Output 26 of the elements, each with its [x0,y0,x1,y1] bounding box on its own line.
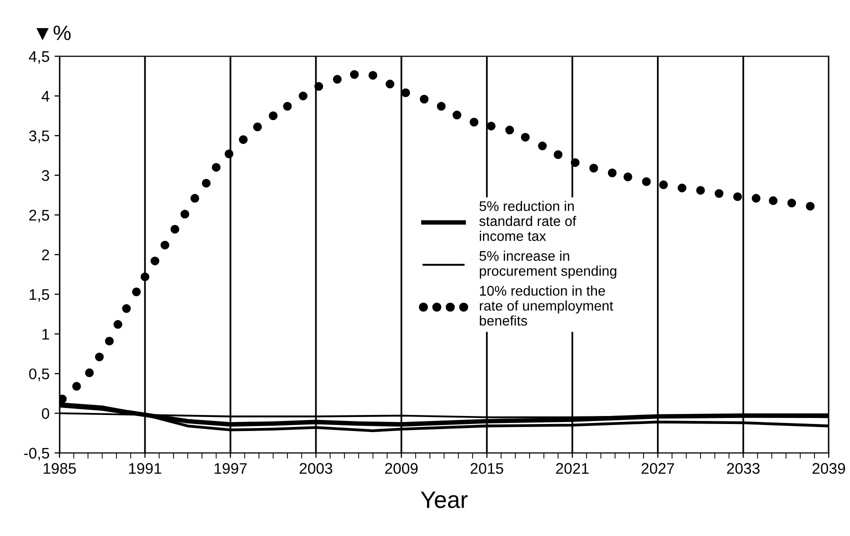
x-tick-label: 2015 [470,463,504,474]
x-tick-label: 2003 [300,463,332,474]
legend-label: 5% reduction in standard rate of income tax [479,200,576,241]
legend-label: 5% increase in procurement spending [480,250,616,279]
y-tick-label: 3 [42,170,50,181]
x-axis-title: Year [420,492,468,508]
y-tick-label: 4,5 [28,51,50,64]
x-tick-label: 1997 [214,463,247,474]
y-tick-label: 2 [42,249,50,260]
x-tick-label: 2039 [812,463,846,474]
y-axis-title: ▼% [36,26,71,40]
x-tick-label: 2027 [642,463,674,474]
x-tick-label: 2021 [556,463,589,474]
y-tick-label: 0 [42,408,50,419]
y-tick-label: 1 [42,328,50,340]
x-tick-label: 1985 [44,463,76,474]
y-tick-label: 3,5 [29,130,50,144]
y-tick-label: -0,5 [24,448,50,460]
x-tick-label: 2033 [727,463,760,474]
y-tick-label: 1,5 [30,289,50,302]
x-tick-label: 1991 [129,463,162,474]
x-tick-label: 2009 [385,463,418,474]
y-tick-label: 2,5 [29,210,50,222]
y-tick-label: 4 [42,90,50,102]
legend-label: 10% reduction in the rate of unemployment benefits [480,286,614,326]
y-tick-label: 0,5 [29,368,50,382]
